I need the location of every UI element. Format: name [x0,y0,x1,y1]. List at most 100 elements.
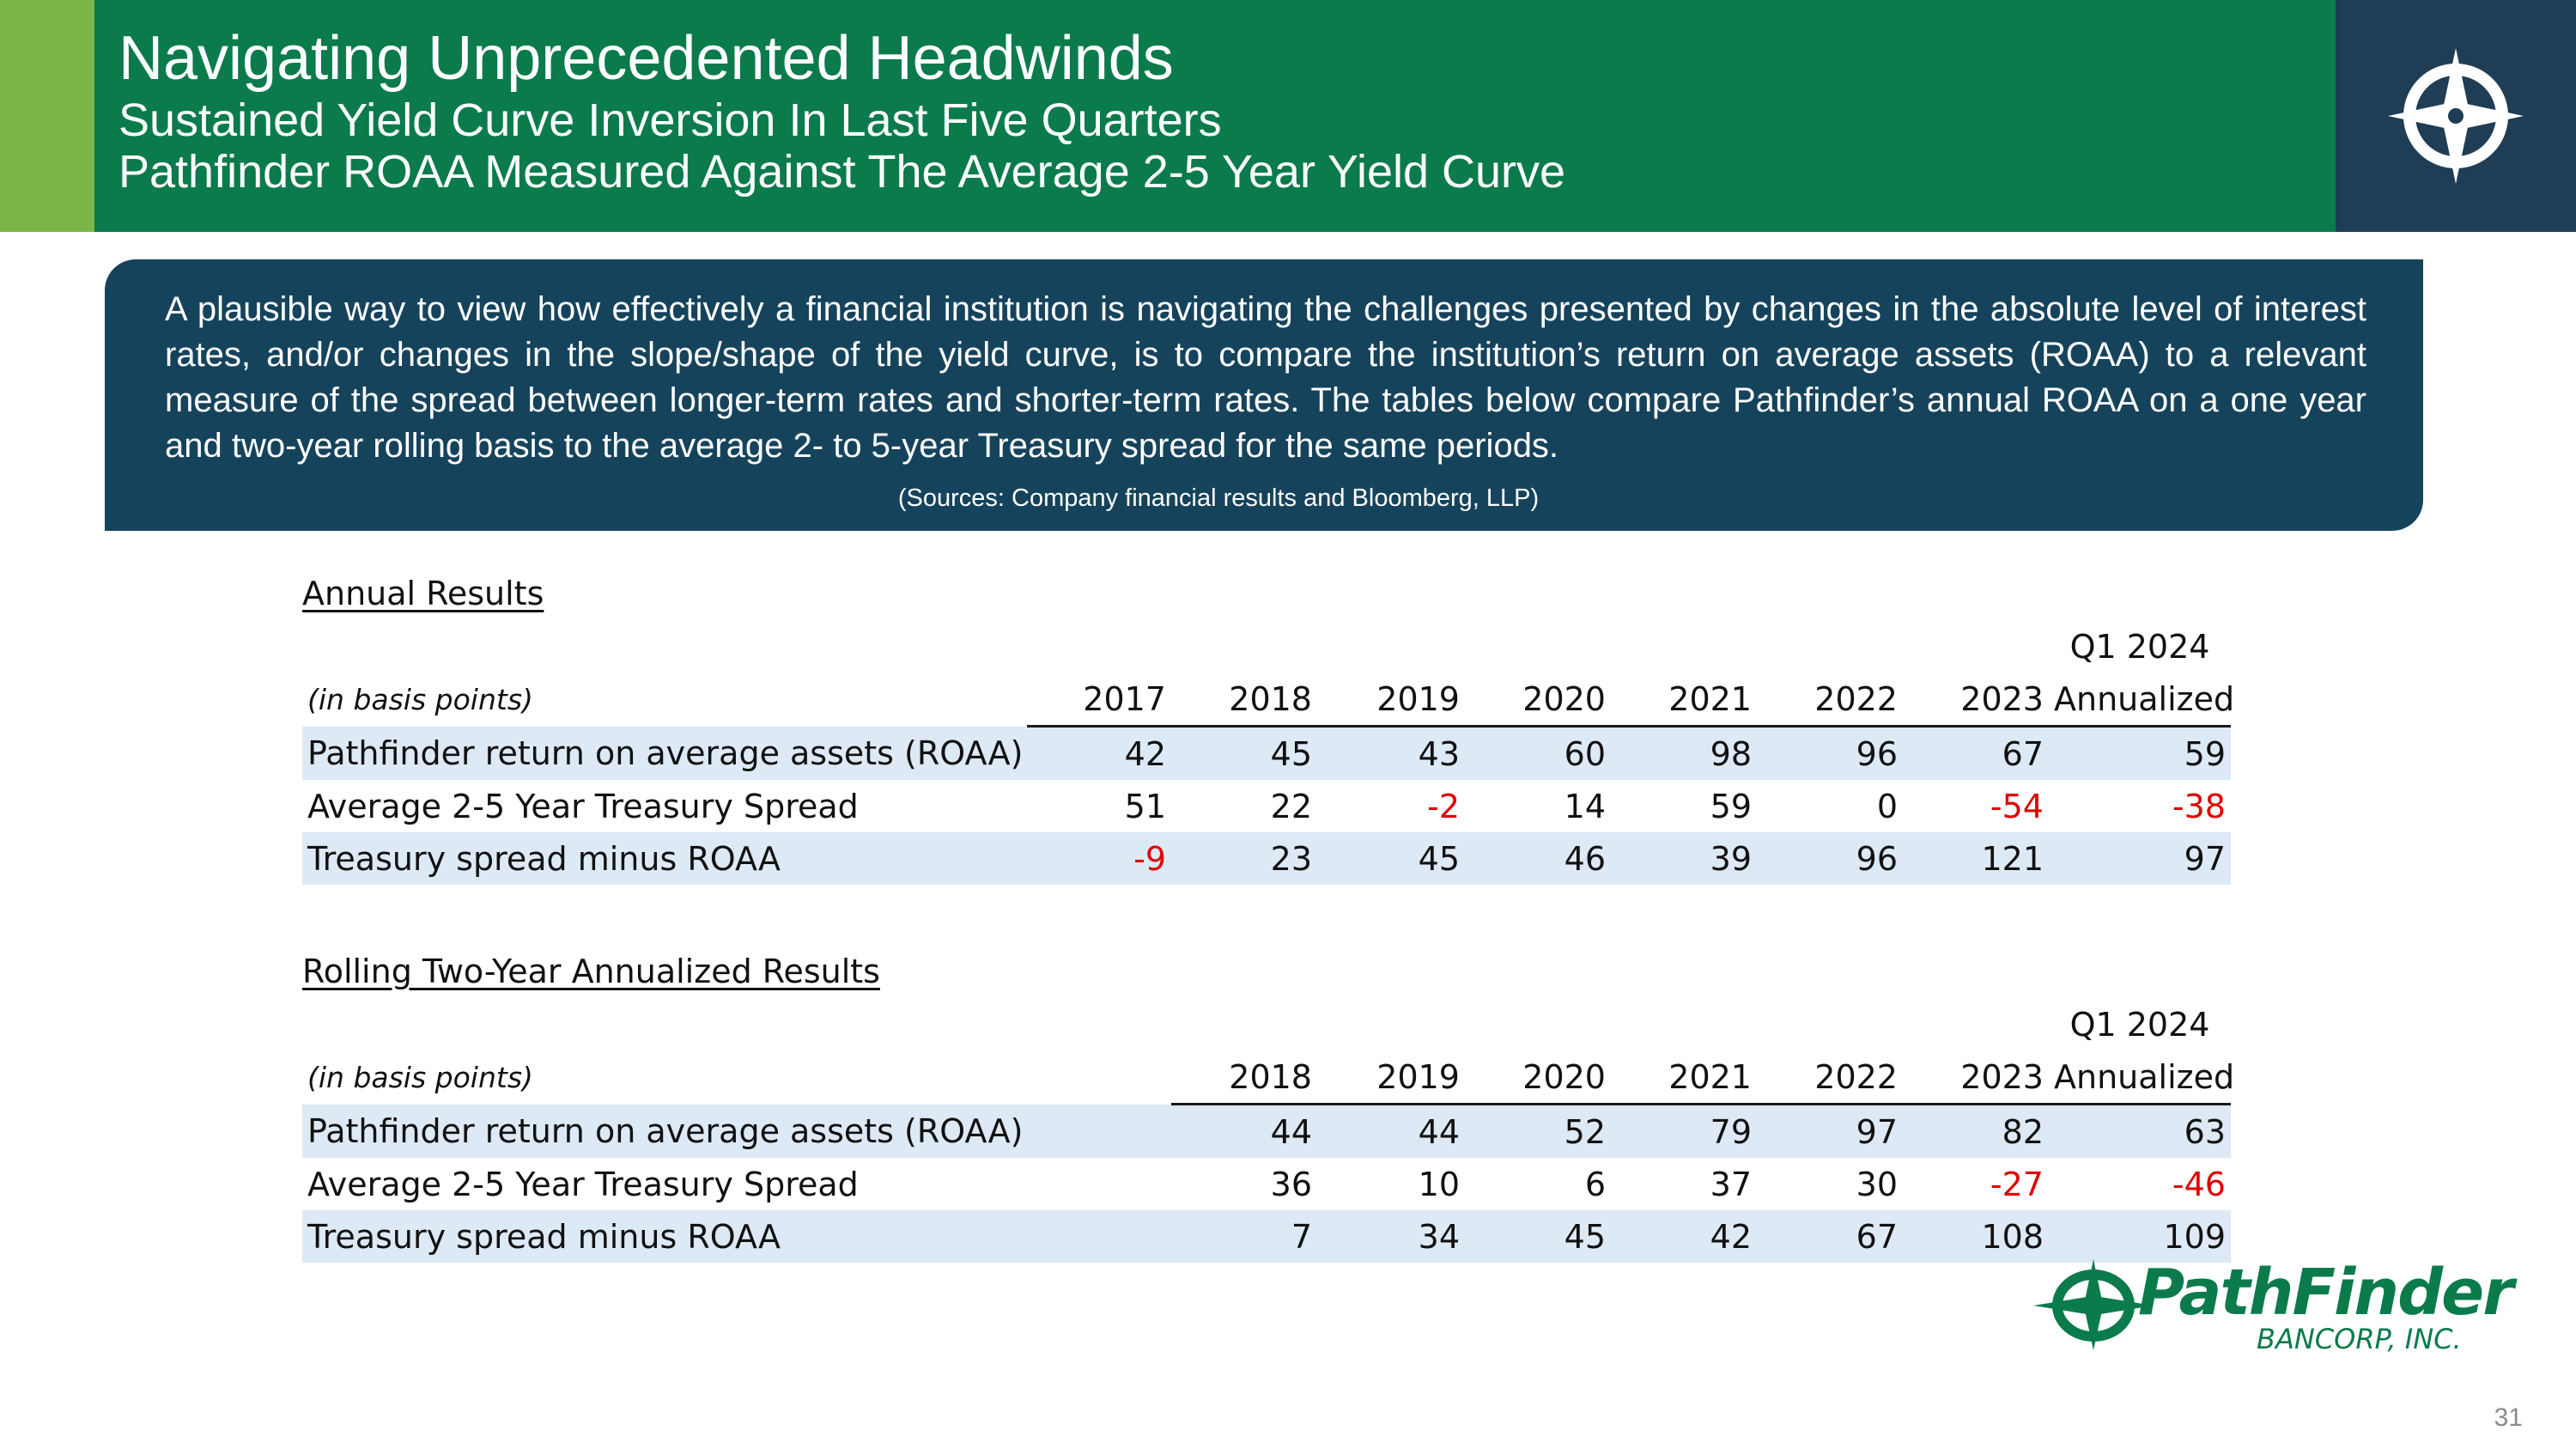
brand-name: PathFinder [2138,1256,2514,1330]
table-cell: 79 [1611,1104,1757,1158]
table-cell: 96 [1757,726,1903,780]
column-header: 2018 [1171,1051,1317,1105]
header-titles: Navigating Unprecedented Headwinds Susta… [118,22,1565,198]
table-cell: 97 [2049,832,2231,885]
table-row: Pathfinder return on average assets (ROA… [302,1104,2231,1158]
table-cell: 82 [1903,1104,2049,1158]
table-cell: 51 [1124,787,1166,825]
table-cell: -27 [1990,1165,2044,1203]
page-title: Navigating Unprecedented Headwinds [118,24,1174,93]
table-cell: 67 [1757,1210,1903,1263]
compass-logo-icon [2033,1259,2154,1350]
table-cell: 52 [1465,1104,1611,1158]
rolling-results-title: Rolling Two-Year Annualized Results [302,953,880,990]
table-cell: 108 [1903,1210,2049,1263]
table-cell: 46 [1465,832,1611,885]
column-header: 2017 [1027,673,1171,728]
table-cell: 121 [1903,832,2049,885]
table-cell: 45 [1171,726,1317,780]
table-row: Average 2-5 Year Treasury Spread 36 10 6… [302,1158,2231,1210]
rolling-results-table: Q1 2024 (in basis points) 2018 2019 2020… [302,998,2234,1263]
q1-2024-label: Q1 2024 [2069,1006,2210,1044]
table-cell: 42 [1611,1210,1757,1263]
column-header: Annualized [2049,1051,2234,1105]
table-cell: -38 [2172,787,2226,825]
column-header: 2021 [1611,1051,1757,1105]
page-subtitle-2: Pathfinder ROAA Measured Against The Ave… [118,146,1566,198]
table-cell: 6 [1584,1165,1606,1203]
table-cell: 109 [2049,1210,2231,1263]
table-cell: 43 [1317,726,1465,780]
compass-star-icon [2388,48,2524,184]
table-cell: 14 [1564,787,1606,825]
table-cell: 67 [1903,726,2049,780]
table-cell: 23 [1171,832,1317,885]
row-label: Treasury spread minus ROAA [302,832,1027,885]
units-label: (in basis points) [307,1061,533,1095]
table-cell: 96 [1757,832,1903,885]
table-cell: -54 [1990,787,2044,825]
brand-subtitle: BANCORP, INC. [2257,1323,2462,1355]
table-cell: -2 [1427,787,1460,825]
table-header-row: (in basis points) 2018 2019 2020 2021 20… [302,1051,2234,1105]
table-row: Treasury spread minus ROAA 7 34 45 42 67… [302,1210,2231,1263]
table-cell: 63 [2049,1104,2231,1158]
table-cell: 44 [1171,1104,1317,1158]
annual-results-table: Q1 2024 (in basis points) 2017 2018 2019… [302,620,2234,885]
column-header: 2021 [1611,673,1757,728]
page-number: 31 [2494,1403,2523,1432]
annual-results-title: Annual Results [302,575,544,612]
column-header: 2020 [1465,1051,1611,1105]
table-cell: 7 [1171,1210,1317,1263]
page-subtitle-1: Sustained Yield Curve Inversion In Last … [118,94,1222,146]
column-header: 2019 [1317,1051,1465,1105]
table-cell: 36 [1270,1165,1312,1203]
column-header: 2019 [1317,673,1465,728]
table-cell: 37 [1710,1165,1752,1203]
units-label: (in basis points) [307,683,533,717]
intro-source: (Sources: Company financial results and … [897,484,1540,512]
column-header: 2022 [1757,673,1903,728]
column-header: Annualized [2049,673,2234,728]
table-cell: 22 [1270,787,1312,825]
table-cell: 45 [1317,832,1465,885]
intro-callout: A plausible way to view how effectively … [105,259,2423,531]
table-row: Average 2-5 Year Treasury Spread 51 22 -… [302,780,2231,832]
table-cell: 34 [1317,1210,1465,1263]
table-cell: 45 [1465,1210,1611,1263]
row-label: Average 2-5 Year Treasury Spread [307,1165,859,1203]
row-label: Treasury spread minus ROAA [302,1210,1171,1263]
table-header-row: Q1 2024 [302,620,2231,673]
header-accent-bar [0,0,94,232]
column-header: 2023 [1903,673,2049,728]
pathfinder-logo: PathFinder BANCORP, INC. [2033,1256,2514,1361]
table-cell: 0 [1876,787,1898,825]
table-cell: 42 [1027,726,1171,780]
header-band [94,0,2336,232]
table-cell: 60 [1465,726,1611,780]
column-header: 2018 [1171,673,1317,728]
table-cell: -46 [2172,1165,2226,1203]
tables-area: Annual Results Q1 2024 (in basis points)… [302,567,2234,1263]
table-cell: -9 [1027,832,1171,885]
column-header: 2022 [1757,1051,1903,1105]
table-row: Treasury spread minus ROAA -9 23 45 46 3… [302,832,2231,885]
table-header-row: (in basis points) 2017 2018 2019 2020 20… [302,673,2234,728]
row-label: Pathfinder return on average assets (ROA… [302,726,1027,780]
table-cell: 39 [1611,832,1757,885]
column-header: 2023 [1903,1051,2049,1105]
table-cell: 98 [1611,726,1757,780]
column-header: 2020 [1465,673,1611,728]
intro-text: A plausible way to view how effectively … [165,290,2366,465]
table-cell: 44 [1317,1104,1465,1158]
table-cell: 10 [1418,1165,1460,1203]
table-cell: 30 [1856,1165,1898,1203]
table-cell: 59 [2049,726,2231,780]
table-cell: 97 [1757,1104,1903,1158]
row-label: Average 2-5 Year Treasury Spread [307,787,859,825]
table-row: Pathfinder return on average assets (ROA… [302,726,2231,780]
table-cell: 59 [1710,787,1752,825]
header-logo-box [2336,0,2576,232]
table-header-row: Q1 2024 [302,998,2231,1051]
row-label: Pathfinder return on average assets (ROA… [302,1104,1171,1158]
